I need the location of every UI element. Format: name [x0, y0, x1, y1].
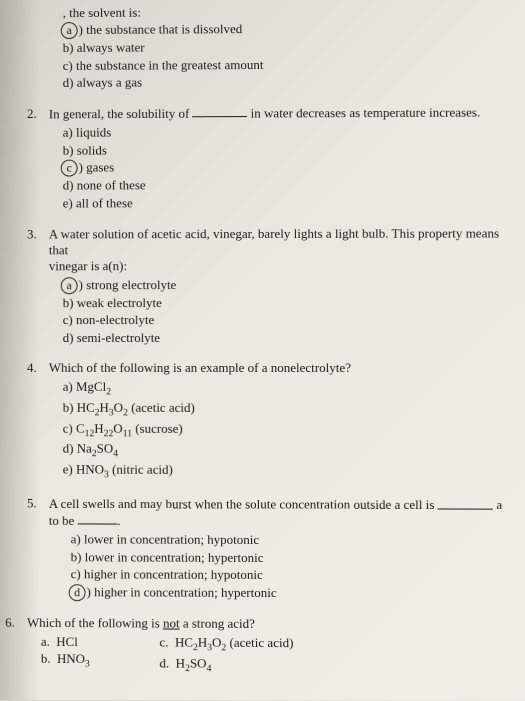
q6-option-b: b. HNO3 — [41, 650, 90, 671]
q5-number: 5. — [27, 495, 49, 511]
circled-marker: c — [61, 160, 78, 177]
q1-option-a: a) the substance that is dissolved — [63, 19, 506, 39]
q1-b-text: always water — [77, 40, 145, 55]
blank-line — [193, 105, 248, 118]
q4-option-a: a) MgCl2 — [63, 378, 506, 399]
q6-option-a: a. HCl — [41, 633, 90, 651]
q2-option-c: c) gases — [63, 158, 506, 177]
q4-option-b: b) HC2H3O2 (acetic acid) — [63, 399, 506, 420]
q6-option-d: d. H2SO4 — [159, 654, 293, 675]
q1-option-b: b) always water — [63, 37, 506, 57]
q4-option-c: c) C12H22O11 (sucrose) — [63, 419, 506, 440]
circled-marker: a — [61, 277, 78, 294]
q1-stem-fragment: , the solvent is: — [63, 5, 141, 20]
question-5: 5. A cell swells and may burst when the … — [49, 495, 506, 603]
q4-stem: Which of the following is an example of … — [49, 360, 351, 376]
circled-marker: d — [69, 584, 86, 601]
q1-c-text: the substance in the greatest amount — [76, 57, 263, 73]
q2-stem: In general, the solubility of in water d… — [49, 104, 480, 122]
q2-option-a: a) liquids — [63, 122, 506, 141]
q3-number: 3. — [27, 226, 49, 242]
q1-a-text: the substance that is dissolved — [86, 21, 242, 37]
q6-number: 6. — [5, 615, 27, 631]
q5-option-a: a) lower in concentration; hypotonic — [71, 531, 506, 550]
q2-option-d: d) none of these — [63, 176, 506, 195]
question-1-partial: , the solvent is: a) the substance that … — [49, 3, 506, 92]
blank-line — [78, 512, 118, 525]
q1-option-c: c) the substance in the greatest amount — [63, 54, 506, 74]
q2-option-e: e) all of these — [63, 193, 506, 212]
q3-stem: A water solution of acetic acid, vinegar… — [49, 225, 506, 274]
q5-option-d: d) higher in concentration; hypertonic — [71, 583, 506, 603]
question-3: 3. A water solution of acetic acid, vine… — [49, 225, 506, 346]
q1-option-d: d) always a gas — [63, 72, 506, 92]
q6-option-c: c. HC2H3O2 (acetic acid) — [159, 633, 293, 654]
q3-option-b: b) weak electrolyte — [63, 293, 506, 311]
q5-option-b: b) lower in concentration; hypertonic — [71, 548, 506, 567]
q4-option-d: d) Na2SO4 — [63, 440, 506, 462]
q5-option-c: c) higher in concentration; hypotonic — [71, 566, 506, 585]
q4-number: 4. — [27, 360, 49, 376]
q2-option-b: b) solids — [63, 140, 506, 159]
question-4: 4. Which of the following is an example … — [49, 360, 506, 482]
q3-option-c: c) non-electrolyte — [63, 311, 506, 329]
q1-d-text: always a gas — [77, 75, 142, 90]
q2-number: 2. — [27, 106, 49, 122]
circled-marker: a — [61, 22, 78, 39]
q6-stem: Which of the following is not a strong a… — [27, 615, 255, 632]
blank-line — [438, 496, 493, 509]
question-6: 6. Which of the following is not a stron… — [27, 615, 506, 677]
q3-option-a: a) strong electrolyte — [63, 275, 506, 294]
question-2: 2. In general, the solubility of in wate… — [49, 104, 506, 212]
q4-option-e: e) HNO3 (nitric acid) — [63, 461, 506, 483]
q3-option-d: d) semi-electrolyte — [63, 329, 506, 347]
q5-stem: A cell swells and may burst when the sol… — [49, 495, 502, 530]
